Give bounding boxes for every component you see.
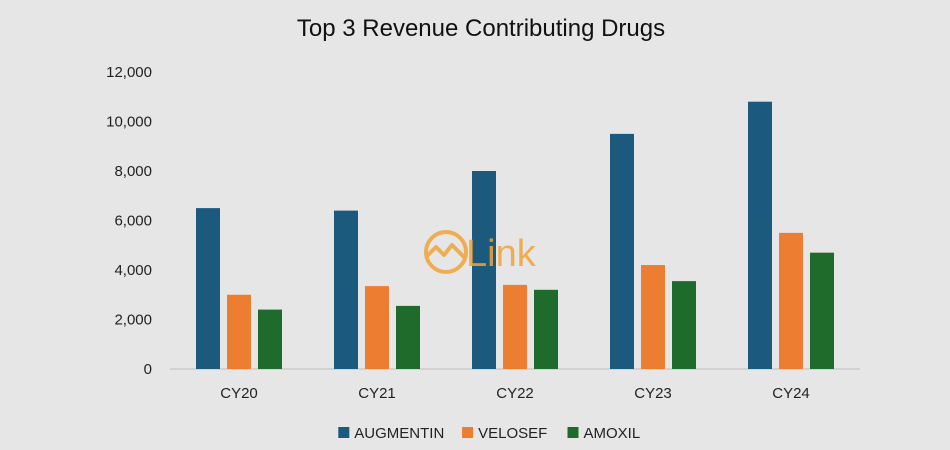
watermark-wave-icon — [424, 243, 468, 261]
watermark-text: Link — [466, 233, 537, 275]
bar-augmentin-cy21 — [334, 210, 358, 369]
y-tick-label: 10,000 — [106, 114, 152, 131]
legend-swatch-amoxil — [567, 427, 579, 438]
y-axis: 0 2,000 4,000 6,000 8,000 10,000 12,000 — [106, 64, 152, 378]
bar-amoxil-cy24 — [810, 252, 834, 369]
legend-swatch-augmentin — [338, 427, 350, 438]
bar-velosef-cy21 — [365, 286, 389, 369]
watermark-circle-icon — [424, 230, 468, 274]
chart-title: Top 3 Revenue Contributing Drugs — [297, 15, 665, 42]
y-tick-label: 2,000 — [114, 312, 152, 329]
legend-swatch-velosef — [462, 427, 474, 438]
x-axis: CY20 CY21 CY22 CY23 CY24 — [220, 385, 810, 402]
bar-augmentin-cy20 — [196, 208, 220, 369]
x-tick-label: CY22 — [496, 385, 534, 402]
bar-augmentin-cy23 — [610, 133, 634, 369]
bar-velosef-cy24 — [779, 232, 803, 369]
bars — [196, 101, 834, 369]
legend-label-velosef: VELOSEF — [478, 425, 547, 442]
bar-amoxil-cy22 — [534, 289, 558, 369]
bar-augmentin-cy24 — [748, 101, 772, 369]
bar-amoxil-cy20 — [258, 309, 282, 369]
y-tick-label: 12,000 — [106, 64, 152, 81]
legend-label-amoxil: AMOXIL — [584, 425, 641, 442]
legend-label-augmentin: AUGMENTIN — [354, 425, 444, 442]
x-tick-label: CY21 — [358, 385, 396, 402]
bar-augmentin-cy22 — [472, 171, 496, 369]
y-tick-label: 0 — [144, 361, 152, 378]
y-tick-label: 6,000 — [114, 213, 152, 230]
x-tick-label: CY23 — [634, 385, 672, 402]
bar-amoxil-cy21 — [396, 305, 420, 369]
bar-amoxil-cy23 — [672, 281, 696, 369]
bar-velosef-cy23 — [641, 265, 665, 369]
watermark-logo: Link — [424, 230, 537, 275]
y-tick-label: 4,000 — [114, 262, 152, 279]
bar-velosef-cy22 — [503, 284, 527, 369]
bar-velosef-cy20 — [227, 294, 251, 369]
x-tick-label: CY20 — [220, 385, 258, 402]
y-tick-label: 8,000 — [114, 163, 152, 180]
x-tick-label: CY24 — [772, 385, 810, 402]
legend: AUGMENTIN VELOSEF AMOXIL — [338, 425, 640, 442]
